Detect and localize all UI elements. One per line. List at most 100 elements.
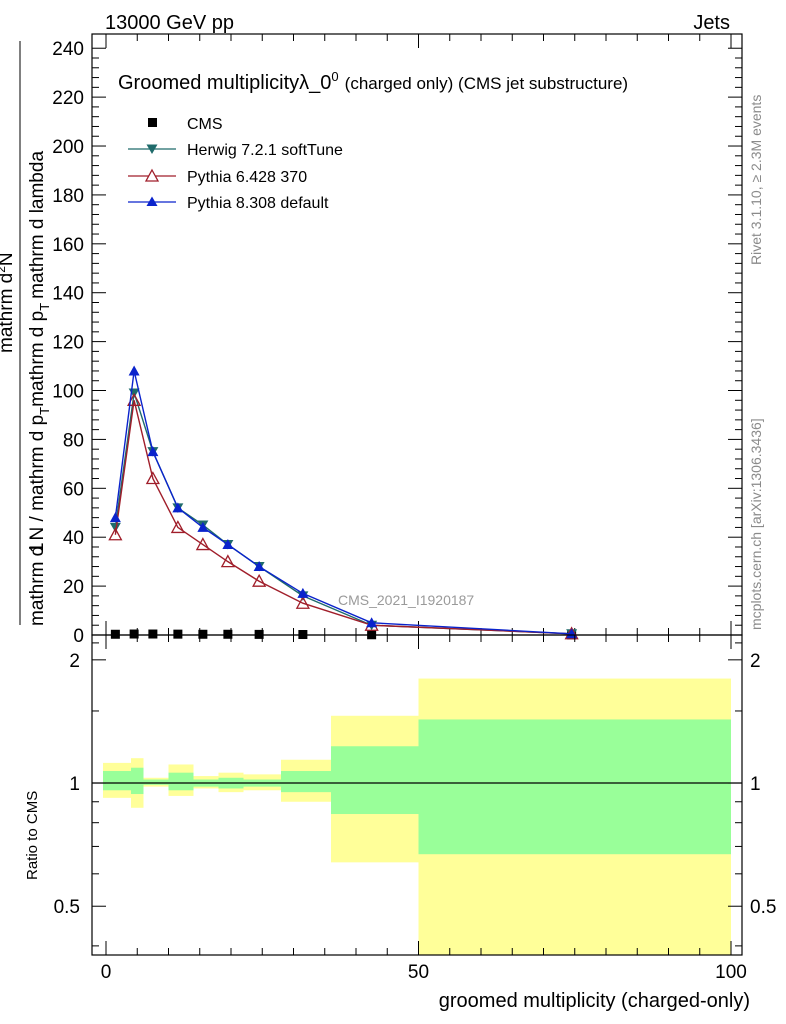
y-label-top-fraction: mathrm d2N [0, 252, 17, 353]
ratio-panel: 0.5 0.5 1 1 2 2 0 50 100 Ratio to CMS groomed mu… [24, 634, 777, 1012]
y-tick-label: 220 [52, 88, 84, 109]
data-point-cms [198, 629, 208, 639]
data-point-pythia6 [170, 520, 185, 534]
plot-title-main: Groomed multiplicityλ_0 [118, 72, 331, 94]
legend-label-herwig: Herwig 7.2.1 softTune [187, 142, 343, 159]
y-tick-label: 40 [63, 528, 84, 549]
y-tick-label: 140 [52, 284, 84, 305]
y-label-den-sub: T [37, 407, 52, 415]
series-line-pythia6 [114, 400, 572, 635]
plot-title: Groomed multiplicityλ_00 (charged only) (… [118, 69, 628, 94]
ratio-tick-labels: 0.5 0.5 1 1 2 2 0 50 100 [54, 651, 777, 983]
data-point-pythia8 [128, 365, 140, 376]
data-point-pythia6 [108, 527, 123, 541]
ratio-plot-frame [91, 634, 743, 956]
ratio-band-green [131, 767, 144, 795]
header-right: Jets [693, 12, 730, 34]
y-tick-label: 100 [52, 382, 84, 403]
rivet-version-label: Rivet 3.1.10, ≥ 2.3M events [748, 95, 764, 265]
ratio-band-green [143, 779, 169, 785]
y-tick-label: 120 [52, 333, 84, 354]
legend-entry-pythia8: Pythia 8.308 default [128, 195, 329, 212]
y-label-top-num-sup: 2 [0, 266, 8, 273]
legend-label-cms: CMS [187, 116, 223, 133]
watermark: CMS_2021_I1920187 [338, 592, 474, 608]
y-label-denominator: mathrm d N / mathrm d pTmathrm d pTmathr… [27, 151, 52, 626]
ratio-y-tick-label: 0.5 [54, 897, 80, 918]
ratio-band-green [168, 772, 194, 791]
y-label-top-num2: N [0, 252, 17, 266]
y-label-den-main: mathrm d N / mathrm d p [27, 415, 48, 626]
ratio-ticks [92, 635, 742, 955]
y-tick-label: 240 [52, 39, 84, 60]
y-label-top-num: mathrm d [0, 273, 17, 353]
y-label-den-rest-sub: T [37, 303, 52, 311]
y-tick-label: 80 [63, 430, 84, 451]
legend-entry-pythia6: Pythia 6.428 370 [128, 168, 307, 186]
y-label-den-rest: mathrm d p [27, 311, 48, 407]
main-ticks [92, 34, 742, 636]
legend-label-pythia6: Pythia 6.428 370 [187, 169, 307, 186]
data-point-cms [223, 629, 233, 639]
plot-title-suffix: (charged only) (CMS jet substructure) [345, 74, 628, 93]
main-tick-labels: 0 20 40 60 80 100 120 140 160 180 200 220 240 [52, 39, 84, 647]
data-point-pythia8 [109, 512, 121, 523]
y-label-numerator: 1 [27, 542, 48, 553]
legend-label-pythia8: Pythia 8.308 default [187, 195, 329, 212]
data-point-pythia8 [197, 521, 209, 532]
data-point-pythia6 [220, 554, 235, 568]
legend: CMS Herwig 7.2.1 softTune Pythia 6.428 3… [128, 116, 343, 212]
legend-entry-cms: CMS [148, 116, 223, 133]
y-tick-label: 200 [52, 137, 84, 158]
data-point-pythia6 [195, 537, 210, 551]
data-point-cms [110, 629, 120, 639]
series-line-herwig [114, 392, 572, 635]
data-point-pythia8 [253, 561, 265, 572]
y-tick-label: 0 [73, 626, 84, 647]
ratio-y-tick-label: 1 [69, 774, 80, 795]
mcplots-label: mcplots.cern.ch [arXiv:1306.3436] [748, 418, 764, 630]
y-label-numerator-1: 1 [27, 542, 48, 553]
series-layer [108, 365, 579, 640]
ratio-y-tick-label: 2 [69, 651, 80, 672]
ratio-y-tick-label-right: 1 [750, 774, 761, 795]
y-label-den-lambda: mathrm d lambda [27, 151, 48, 299]
data-point-pythia6 [295, 595, 310, 609]
data-point-pythia8 [297, 587, 309, 598]
data-point-cms [148, 629, 158, 639]
main-y-axis-label: 1 mathrm d N / mathrm d pTmathrm d pTmat… [0, 41, 52, 626]
legend-marker-cms [148, 118, 157, 127]
data-point-cms [173, 629, 183, 639]
ratio-band-green [281, 771, 331, 793]
y-tick-label: 20 [63, 577, 84, 598]
legend-marker-pythia8 [146, 196, 158, 206]
ratio-band-green [103, 771, 131, 791]
legend-marker-herwig [146, 144, 158, 154]
data-point-cms [254, 629, 264, 639]
data-point-pythia6 [145, 471, 160, 485]
ratio-band-green [418, 719, 731, 855]
legend-marker-pythia6 [144, 168, 160, 182]
x-axis-label: groomed multiplicity (charged-only) [439, 990, 750, 1012]
plot-title-sup: 0 [331, 69, 338, 84]
series-line-pythia8 [114, 370, 572, 635]
x-tick-label: 100 [715, 962, 747, 983]
y-tick-label: 180 [52, 186, 84, 207]
legend-entry-herwig: Herwig 7.2.1 softTune [128, 142, 343, 159]
data-point-pythia8 [222, 539, 234, 550]
ratio-bands [103, 678, 731, 955]
ratio-y-axis-label: Ratio to CMS [24, 791, 41, 880]
data-point-pythia8 [366, 617, 378, 628]
header-left: 13000 GeV pp [105, 12, 234, 34]
y-tick-label: 160 [52, 235, 84, 256]
data-point-pythia8 [172, 502, 184, 513]
ratio-y-tick-label-right: 0.5 [750, 897, 776, 918]
data-point-cms [129, 629, 139, 639]
data-point-pythia8 [147, 446, 159, 457]
x-tick-label: 50 [408, 962, 429, 983]
ratio-y-tick-label-right: 2 [750, 651, 761, 672]
ratio-band-green [331, 746, 419, 815]
data-point-pythia6 [252, 573, 267, 587]
